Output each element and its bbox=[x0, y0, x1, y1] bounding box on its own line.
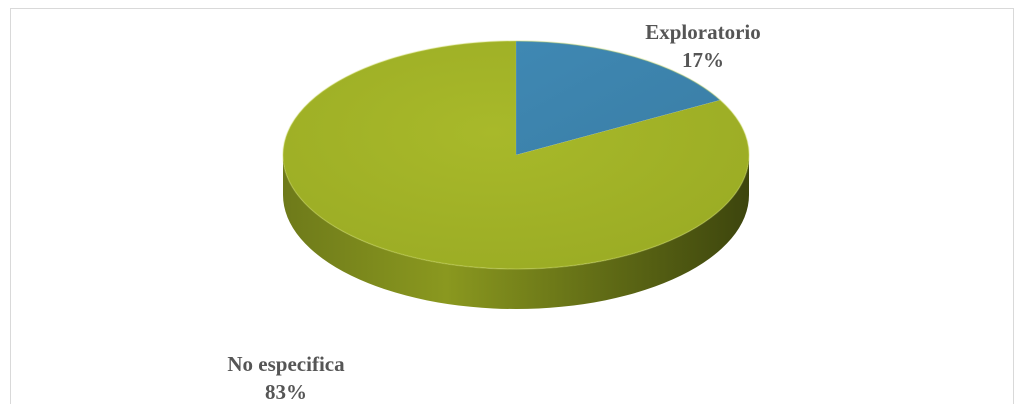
pie-rim bbox=[282, 40, 750, 270]
slice-name-exploratorio: Exploratorio bbox=[645, 20, 761, 44]
slice-percent-exploratorio: 17% bbox=[682, 48, 724, 72]
pie-slice-exploratorio bbox=[515, 40, 721, 156]
pie-side-wall bbox=[283, 155, 749, 309]
slice-name-no-especifica: No especifica bbox=[227, 352, 345, 376]
slice-label-exploratorio: Exploratorio 17% bbox=[608, 18, 798, 74]
slice-label-no-especifica: No especifica 83% bbox=[186, 350, 386, 406]
pie-slice-no-especifica bbox=[282, 40, 750, 270]
slice-percent-no-especifica: 83% bbox=[265, 380, 307, 404]
